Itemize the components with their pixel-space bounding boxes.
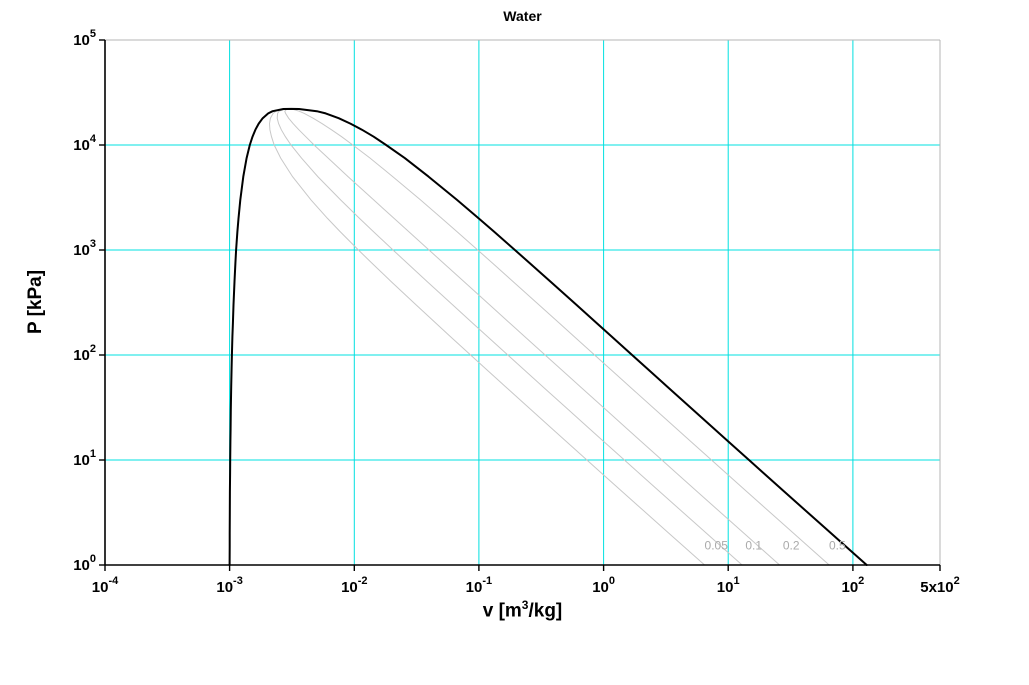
plot-frame [104,39,941,566]
x-tick-label: 102 [841,575,864,596]
x-axis-label-sup: 3 [521,598,529,612]
x-tick-label: 5x102 [920,575,960,596]
y-tick-label: 105 [73,28,96,49]
quality-lines [268,108,830,566]
saturation-dome-curve [228,107,868,566]
y-tick-label: 101 [73,448,96,469]
y-axis-label: P [kPa] [25,269,46,335]
x-tick-label: 10-1 [466,575,492,596]
x-tick-label: 10-3 [216,575,242,596]
x-axis-label-prefix: v [m [482,600,522,622]
quality-line [290,108,830,566]
x-axis-label-suffix: /kg] [528,600,563,622]
y-tick-label: 102 [73,343,96,364]
x-axis-label: v [m3/kg] [105,598,940,622]
quality-line [276,108,743,566]
x-tick-label: 100 [592,575,615,596]
x-tick-label: 10-2 [341,575,367,596]
x-tick-label: 10-4 [92,575,119,596]
quality-label: 0.2 [783,539,800,553]
chart-title: Water [503,8,542,24]
x-tick-label: 101 [717,575,740,596]
y-tick-label: 100 [73,553,96,574]
quality-label: 0.5 [829,539,846,553]
quality-label: 0.1 [745,539,762,553]
quality-label: 0.05 [705,539,729,553]
y-tick-label: 104 [73,133,97,154]
quality-labels: 0.05 0.1 0.2 0.5 [705,539,846,553]
y-tick-label: 103 [73,238,96,259]
axis-ticks [99,39,941,571]
grid-lines [105,40,940,565]
quality-line [268,108,705,566]
quality-line [284,108,780,566]
